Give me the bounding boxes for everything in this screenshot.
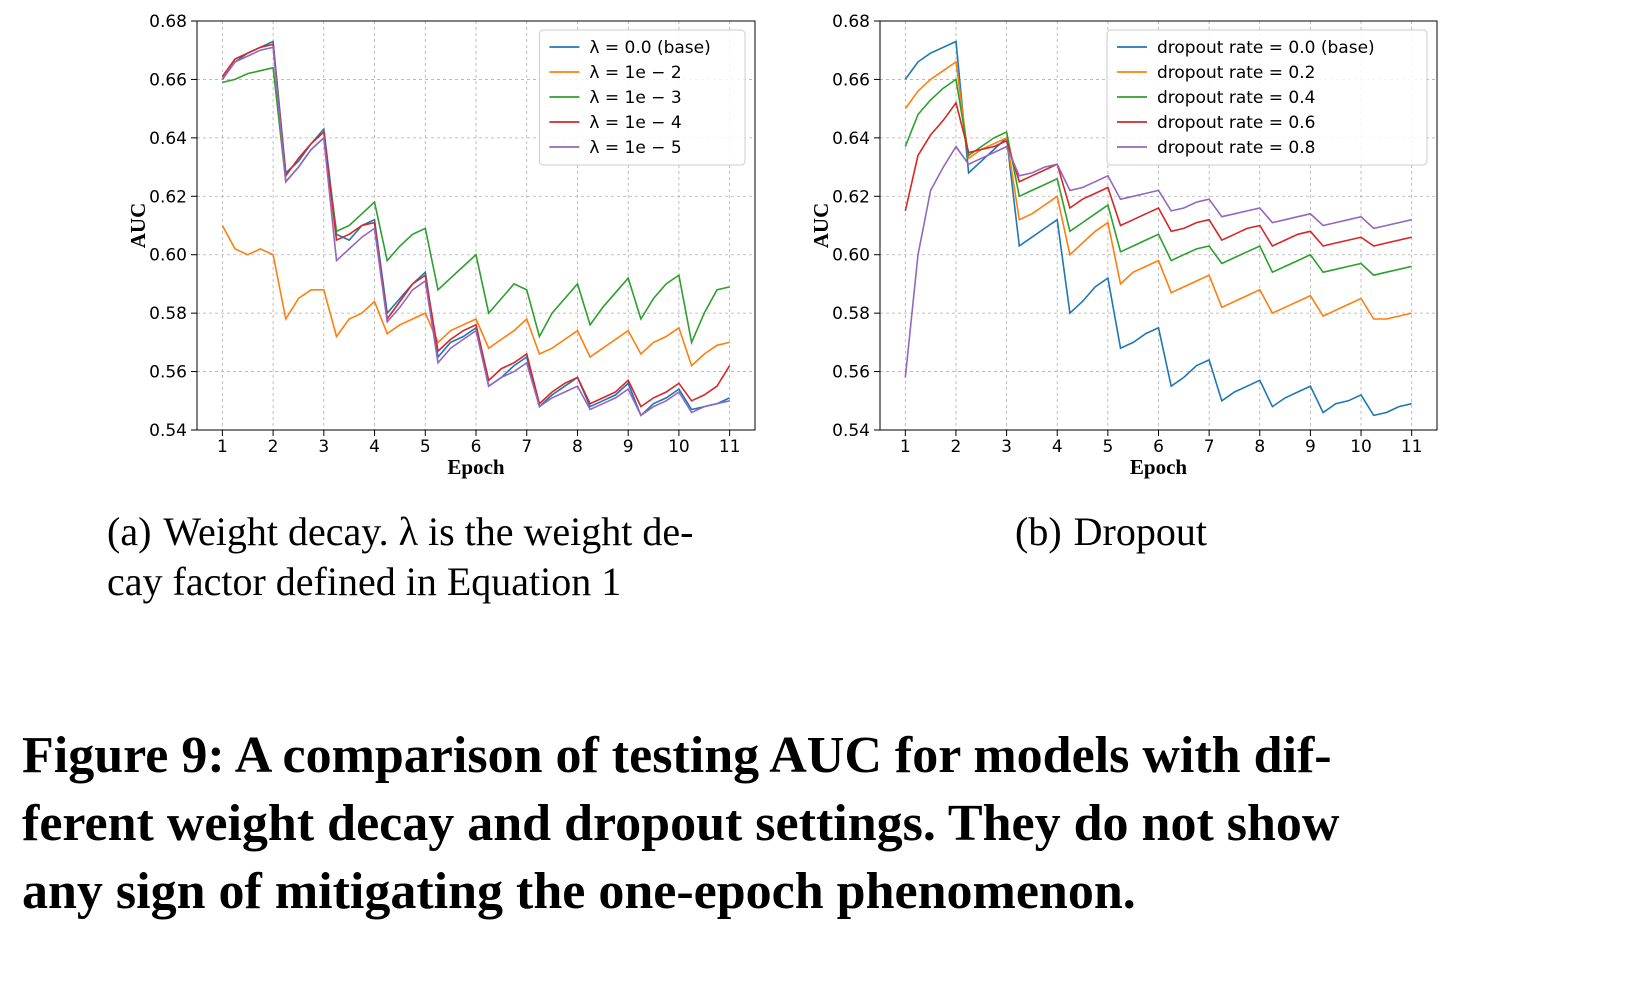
x-tick-label: 5 — [420, 437, 431, 457]
x-tick-label: 3 — [318, 437, 329, 457]
legend-label: λ = 1e − 4 — [589, 113, 681, 133]
y-tick-label: 0.66 — [832, 70, 870, 90]
series-line — [221, 43, 731, 408]
legend-label: λ = 1e − 5 — [589, 138, 681, 158]
legend-box — [1106, 29, 1428, 166]
x-tick-label: 11 — [1401, 437, 1423, 457]
x-tick-label: 8 — [1254, 437, 1265, 457]
y-tick-label: 0.68 — [832, 12, 870, 32]
legend-label: dropout rate = 0.0 (base) — [1157, 38, 1375, 58]
subcaption-label: (b) — [1015, 509, 1062, 554]
x-tick-label: 8 — [572, 437, 583, 457]
x-tick-label: 4 — [1052, 437, 1063, 457]
x-tick-label: 5 — [1102, 437, 1113, 457]
legend-label: dropout rate = 0.6 — [1157, 113, 1315, 133]
x-tick-label: 10 — [1350, 437, 1372, 457]
legend-label: λ = 1e − 3 — [589, 88, 681, 108]
y-tick-label: 0.66 — [149, 70, 187, 90]
x-tick-label: 9 — [623, 437, 634, 457]
plot-frame — [196, 20, 756, 431]
y-tick-label: 0.64 — [832, 129, 870, 149]
y-tick-label: 0.58 — [149, 304, 187, 324]
series-line — [904, 60, 1412, 320]
y-tick-label: 0.68 — [149, 12, 187, 32]
subcaption-line: Dropout — [1074, 509, 1207, 554]
series-line — [221, 46, 730, 417]
series-line — [904, 145, 1412, 378]
x-axis-label: Epoch — [1130, 455, 1188, 479]
series-line — [904, 100, 1412, 248]
subcaption-line: Weight decay. λ is the weight de- — [163, 509, 693, 554]
subcaption: (b) Dropout — [1015, 509, 1207, 554]
x-tick-label: 10 — [668, 437, 690, 457]
y-tick-label: 0.58 — [832, 304, 870, 324]
y-tick-label: 0.56 — [149, 363, 187, 383]
x-tick-label: 7 — [1204, 437, 1215, 457]
x-tick-label: 11 — [719, 437, 741, 457]
subcaption-label: (a) — [107, 509, 151, 554]
y-tick-label: 0.60 — [832, 246, 870, 266]
y-tick-label: 0.62 — [832, 187, 870, 207]
series-line — [904, 78, 1412, 277]
legend: dropout rate = 0.0 (base) dropout rate = … — [1106, 29, 1428, 166]
legend: λ = 0.0 (base) λ = 1e − 2 λ = 1e − 3 λ = 1e… — [538, 29, 746, 166]
legend-label: dropout rate = 0.2 — [1157, 63, 1315, 83]
x-axis-label: Epoch — [447, 455, 505, 479]
x-tick-label: 1 — [217, 437, 228, 457]
figure-caption: Figure 9: A comparison of testing AUC fo… — [22, 727, 1332, 784]
y-tick-label: 0.64 — [149, 129, 187, 149]
subcaption-line: cay factor defined in Equation 1 — [107, 559, 621, 604]
x-tick-label: 3 — [1001, 437, 1012, 457]
y-axis-label: AUC — [126, 203, 150, 249]
plot-frame — [879, 20, 1438, 431]
x-tick-label: 2 — [268, 437, 279, 457]
y-tick-label: 0.56 — [832, 363, 870, 383]
y-tick-label: 0.62 — [149, 187, 187, 207]
legend-box — [538, 29, 746, 166]
figure-caption: ferent weight decay and dropout settings… — [22, 795, 1340, 852]
y-axis-label: AUC — [809, 203, 833, 249]
chart: 0.54 0.56 0.58 0.60 0.62 0.64 0.66 0.68 1 2 3 4 5 6 7 8… — [107, 12, 756, 604]
chart: 0.54 0.56 0.58 0.60 0.62 0.64 0.66 0.68 1 2 3 4 5 6 7 8… — [809, 12, 1438, 554]
x-tick-label: 2 — [951, 437, 962, 457]
y-tick-label: 0.54 — [832, 421, 870, 441]
y-tick-label: 0.60 — [149, 246, 187, 266]
y-tick-label: 0.54 — [149, 421, 187, 441]
figure-caption: any sign of mitigating the one-epoch phe… — [22, 863, 1136, 920]
x-tick-label: 1 — [900, 437, 911, 457]
x-tick-label: 9 — [1305, 437, 1316, 457]
x-tick-label: 7 — [521, 437, 532, 457]
x-tick-label: 6 — [1153, 437, 1164, 457]
legend-label: λ = 1e − 2 — [589, 63, 681, 83]
subcaption: (a) Weight decay. λ is the weight de-cay … — [107, 509, 693, 604]
x-tick-label: 6 — [471, 437, 482, 457]
legend-label: dropout rate = 0.8 — [1157, 138, 1315, 158]
series-line — [221, 225, 730, 368]
series-line — [904, 40, 1412, 417]
legend-label: dropout rate = 0.4 — [1157, 88, 1315, 108]
x-tick-label: 4 — [369, 437, 380, 457]
legend-label: λ = 0.0 (base) — [589, 38, 710, 58]
